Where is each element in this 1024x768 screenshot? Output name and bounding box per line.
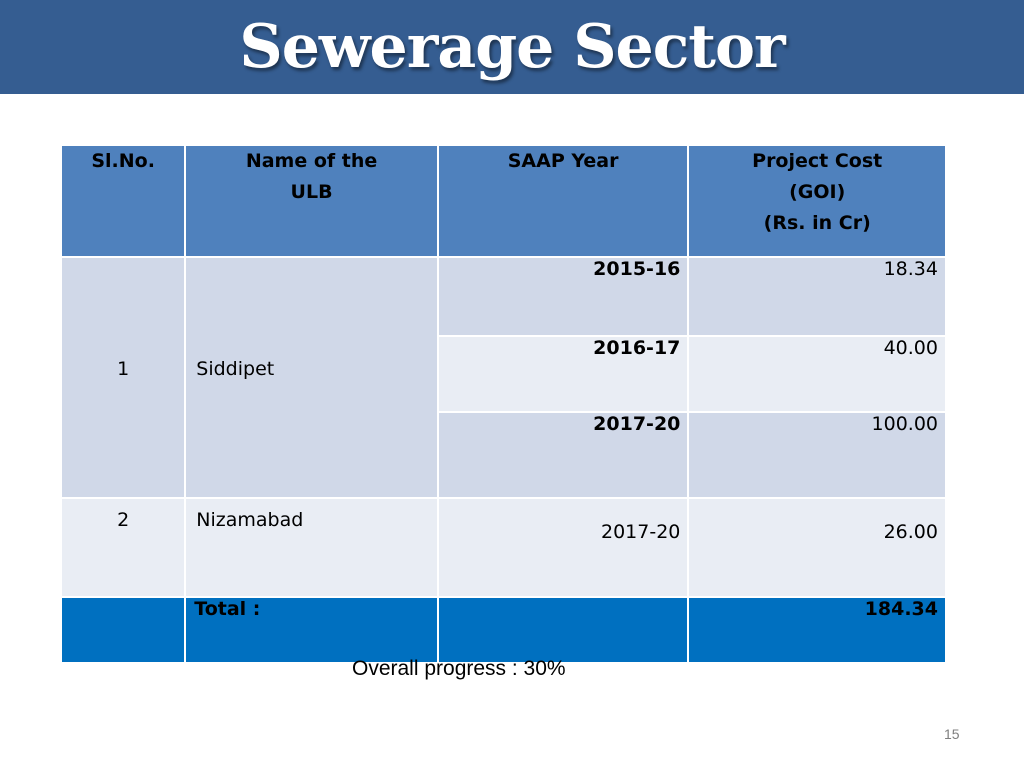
row2-ulb-name: Nizamabad [184, 497, 439, 598]
row1-cost-2: 40.00 [687, 335, 947, 413]
header-sl-no: Sl.No. [59, 144, 187, 258]
total-value: 184.34 [687, 596, 947, 664]
header-sl-no-text: Sl.No. [91, 150, 155, 172]
table-row: 2017-20 100.00 [61, 411, 947, 499]
header-project-cost: Project Cost (GOI) (Rs. in Cr) [687, 144, 947, 258]
row2-year-1: 2017-20 [436, 497, 690, 598]
table-row: 1 Siddipet 2015-16 18.34 [59, 256, 947, 499]
header-cost-line3: (Rs. in Cr) [763, 212, 871, 234]
total-row: Total : 184.34 [59, 596, 947, 664]
slide-title: Sewerage Sector [239, 12, 785, 82]
header-cost-line2: (GOI) [789, 181, 846, 203]
total-empty-cell [59, 596, 187, 664]
page-number: 15 [944, 726, 960, 742]
row1-year-3: 2017-20 [436, 411, 690, 499]
sewerage-table: Sl.No. Name of the ULB SAAP Year Project… [59, 144, 947, 664]
row1-cost-1: 18.34 [687, 256, 947, 337]
total-label: Total : [184, 596, 439, 664]
row1-year-1: 2015-16 [436, 256, 690, 337]
row1-cost-3: 100.00 [687, 411, 947, 499]
row1-year-2: 2016-17 [436, 335, 690, 413]
header-ulb-line1: Name of the [245, 150, 378, 172]
row1-ulb-name: Siddipet [184, 256, 439, 499]
header-saap-year: SAAP Year [436, 144, 690, 258]
header-saap-year-text: SAAP Year [507, 150, 619, 172]
title-bar: Sewerage Sector [0, 0, 1024, 94]
overall-progress-text: Overall progress : 30% [352, 657, 566, 680]
table-row: 2016-17 40.00 [61, 335, 947, 413]
header-ulb-line2: ULB [290, 181, 333, 203]
header-ulb-name: Name of the ULB [184, 144, 439, 258]
table-row: 2 Nizamabad 2017-20 26.00 [59, 497, 947, 598]
total-empty-cell [436, 596, 690, 664]
table-header-row: Sl.No. Name of the ULB SAAP Year Project… [59, 144, 947, 258]
row2-sl-no: 2 [59, 497, 187, 598]
row1-sl-no: 1 [59, 256, 187, 499]
header-cost-line1: Project Cost [752, 150, 883, 172]
row2-cost-1: 26.00 [687, 497, 947, 598]
